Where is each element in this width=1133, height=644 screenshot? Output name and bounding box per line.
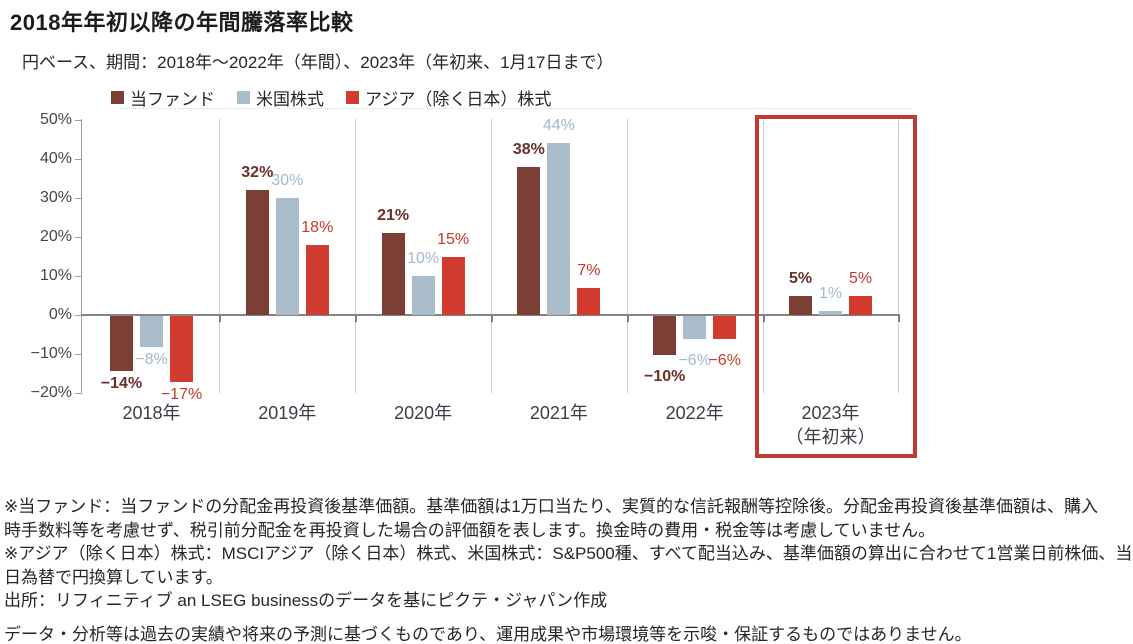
legend-swatch-asia-ex-japan-stocks (346, 91, 359, 104)
footnote-line-1: ※当ファンド：当ファンドの分配金再投資後基準価額。基準価額は1万口当たり、実質的… (4, 497, 1099, 516)
x-label-2021: 2021年 (529, 403, 588, 423)
footnote-line-4: 日為替で円換算しています。 (4, 567, 223, 587)
bar-label-asia-ex-japan-stocks-2021: 7% (577, 261, 601, 279)
bar-label-us-stocks-2023: 1% (818, 285, 843, 303)
legend-label-fund: 当ファンド (130, 90, 215, 109)
chart-title: 2018年年初以降の年間騰落率比較 (10, 10, 354, 35)
source-line: 出所：リフィニティブ an LSEG businessのデータを基にピクテ・ジャ… (4, 591, 608, 610)
x-label-2020: 2020年 (394, 403, 453, 423)
bar-asia-ex-japan-stocks-2022 (713, 316, 737, 340)
bar-asia-ex-japan-stocks-2020 (441, 256, 465, 315)
bar-fund-2021 (517, 166, 541, 315)
y-axis-line (81, 119, 82, 393)
x-axis-zero-line (81, 314, 900, 316)
x-tick-5 (898, 316, 901, 322)
bar-label-asia-ex-japan-stocks-2019: 18% (301, 218, 334, 236)
bar-asia-ex-japan-stocks-2018 (170, 316, 193, 383)
plot-top-rule (120, 108, 912, 109)
x-label-2023: 2023年 (801, 403, 860, 423)
chart-subtitle: 円ベース、期間：2018年～2022年（年間）、2023年（年初来、1月17日ま… (22, 53, 614, 72)
legend-swatch-fund (111, 91, 124, 104)
y-tick-0 (75, 315, 82, 316)
group-separator-2 (491, 119, 492, 393)
bar-fund-2020 (381, 233, 405, 315)
highlight-box-2023 (755, 115, 917, 458)
bar-label-us-stocks-2022: −6% (678, 352, 711, 370)
y-tick-label-20: 20% (39, 228, 72, 245)
bar-label-asia-ex-japan-stocks-2020: 15% (437, 230, 470, 248)
bar-label-us-stocks-2018: −8% (135, 351, 168, 369)
x-tick-4 (762, 316, 765, 322)
bar-asia-ex-japan-stocks-2021 (577, 287, 601, 315)
bar-label-fund-2019: 32% (241, 164, 274, 182)
y-tick-label-40: 40% (39, 150, 72, 167)
legend-label-asia-ex-japan-stocks: アジア（除く日本）株式 (365, 90, 552, 109)
bar-label-fund-2021: 38% (512, 140, 545, 158)
y-tick-label--10: −10% (30, 345, 72, 362)
bar-us-stocks-2020 (411, 276, 435, 315)
y-tick-30 (75, 198, 82, 199)
y-tick--20 (75, 393, 82, 394)
bar-label-fund-2023: 5% (788, 269, 813, 287)
x-tick-2 (491, 316, 493, 322)
footnote-line-3: ※アジア（除く日本）株式：MSCIアジア（除く日本）株式、米国株式：S&P500… (4, 544, 1133, 563)
y-tick-label--20: −20% (30, 384, 72, 401)
bar-fund-2023 (789, 295, 812, 315)
bar-us-stocks-2021 (547, 143, 571, 315)
bar-label-fund-2022: −10% (644, 368, 686, 385)
group-separator-4 (762, 119, 764, 393)
bar-us-stocks-2019 (275, 198, 299, 315)
bar-label-us-stocks-2020: 10% (407, 250, 440, 267)
y-tick-label-0: 0% (48, 306, 72, 323)
y-tick-label-50: 50% (39, 111, 72, 128)
x-label-2019: 2019年 (258, 403, 317, 423)
legend-label-us-stocks: 米国株式 (256, 90, 324, 109)
y-tick-40 (75, 159, 82, 160)
x-label-2022: 2022年 (665, 403, 724, 423)
disclaimer-text: データ・分析等は過去の実績や将来の予測に基づくものであり、運用成果や市場環境等を… (4, 625, 972, 644)
bar-fund-2018 (110, 316, 133, 371)
legend-item-fund: 当ファンド (111, 85, 215, 110)
x-tick-1 (355, 316, 358, 322)
legend-swatch-us-stocks (237, 91, 250, 104)
bar-fund-2019 (245, 190, 269, 315)
group-separator-5 (898, 119, 900, 393)
y-tick--10 (75, 354, 82, 355)
group-separator-0 (219, 119, 221, 393)
bar-asia-ex-japan-stocks-2019 (305, 244, 329, 315)
y-tick-50 (75, 120, 82, 121)
group-separator-1 (355, 119, 357, 393)
bar-label-asia-ex-japan-stocks-2022: −6% (708, 352, 741, 370)
group-separator-3 (626, 119, 628, 393)
bar-us-stocks-2018 (140, 316, 163, 348)
bar-fund-2022 (653, 316, 677, 355)
y-tick-label-30: 30% (39, 189, 72, 206)
legend-item-asia-ex-japan-stocks: アジア（除く日本）株式 (346, 85, 551, 110)
legend-item-us-stocks: 米国株式 (237, 85, 324, 110)
bar-label-us-stocks-2021: 44% (542, 117, 575, 135)
x-tick-3 (626, 316, 629, 322)
y-tick-20 (75, 237, 82, 238)
bar-us-stocks-2022 (683, 316, 707, 340)
x-tick-0 (219, 316, 222, 322)
footnotes: ※当ファンド：当ファンドの分配金再投資後基準価額。基準価額は1万口当たり、実質的… (4, 495, 1132, 613)
footnote-line-2: 時手数料等を考慮せず、税引前分配金を再投資した場合の評価額を表します。換金時の費… (4, 520, 936, 540)
y-tick-label-10: 10% (39, 267, 72, 284)
bar-label-us-stocks-2019: 30% (271, 172, 304, 189)
bar-label-fund-2020: 21% (377, 207, 410, 225)
bar-asia-ex-japan-stocks-2023 (849, 295, 872, 315)
x-sublabel-2023: （年初来） (785, 427, 876, 447)
bar-label-asia-ex-japan-stocks-2023: 5% (848, 269, 873, 287)
bar-label-fund-2018: −14% (100, 374, 143, 392)
bar-us-stocks-2023 (819, 311, 842, 315)
x-label-2018: 2018年 (122, 403, 181, 423)
legend: 当ファンド 米国株式 アジア（除く日本）株式 (111, 85, 551, 110)
y-tick-10 (75, 276, 82, 277)
bar-label-asia-ex-japan-stocks-2018: −17% (160, 386, 203, 404)
